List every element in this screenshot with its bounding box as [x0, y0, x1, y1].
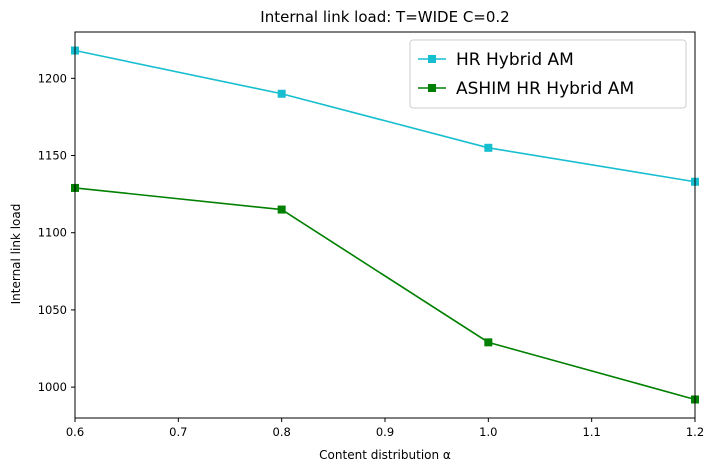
x-tick-label: 0.9: [376, 425, 394, 439]
y-axis-label: Internal link load: [9, 204, 23, 305]
x-tick-label: 1.2: [686, 425, 704, 439]
data-point: [484, 143, 493, 152]
y-tick-label: 1000: [38, 380, 67, 394]
legend-marker: [428, 55, 436, 63]
legend-frame: [409, 39, 687, 109]
y-tick-label: 1200: [38, 71, 67, 85]
chart-title: Internal link load: T=WIDE C=0.2: [260, 8, 509, 26]
legend-label: ASHIM HR Hybrid AM: [456, 79, 634, 99]
data-point: [277, 89, 286, 98]
legend-marker: [428, 84, 436, 92]
y-tick-label: 1100: [38, 226, 67, 240]
series-line: [74, 49, 696, 183]
x-tick-label: 0.8: [273, 425, 291, 439]
series-line: [74, 187, 696, 401]
series-2: [71, 183, 699, 404]
x-tick-label: 1.0: [479, 425, 497, 439]
x-tick-label: 0.7: [169, 425, 187, 439]
axis-ticks: 0.6 0.7 0.8 0.9 1.0 1.1 1.2 1000 1050 1100 1150 120…: [38, 71, 704, 439]
plot-frame: [74, 31, 696, 419]
data-point: [277, 205, 286, 214]
legend-item: ASHIM HR Hybrid AM: [418, 79, 634, 99]
x-tick-label: 1.1: [583, 425, 601, 439]
legend: HR Hybrid AM ASHIM HR Hybrid AM: [409, 39, 687, 109]
legend-item: HR Hybrid AM: [418, 50, 574, 70]
legend-label: HR Hybrid AM: [456, 50, 574, 70]
y-tick-label: 1150: [38, 149, 67, 163]
x-axis-label: Content distribution α: [319, 448, 451, 462]
y-tick-label: 1050: [38, 303, 67, 317]
x-tick-label: 0.6: [66, 425, 84, 439]
data-point: [484, 338, 493, 347]
